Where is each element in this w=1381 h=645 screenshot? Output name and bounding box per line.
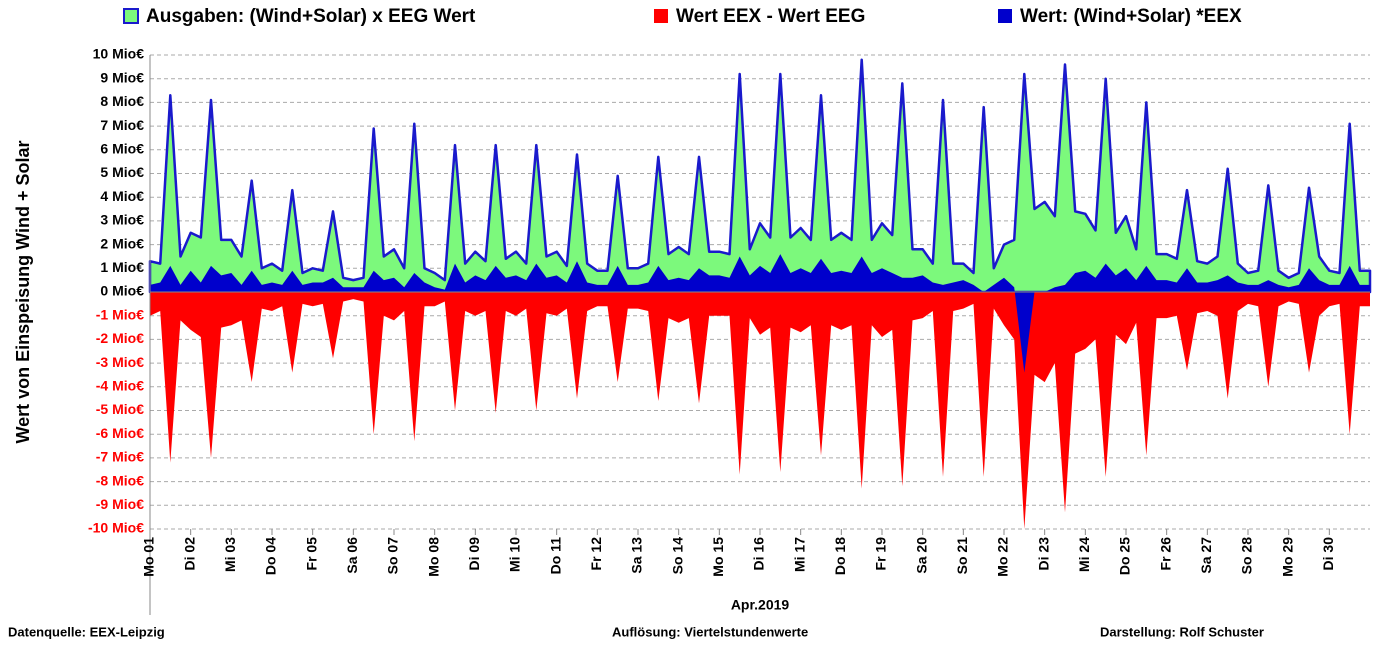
footer-author: Darstellung: Rolf Schuster — [1100, 624, 1264, 639]
x-tick-label: Sa 20 — [913, 537, 929, 574]
x-tick-label: Do 11 — [547, 537, 563, 575]
x-tick-label: So 07 — [385, 537, 401, 575]
legend-swatch — [654, 9, 668, 23]
x-tick-label: Mo 29 — [1279, 537, 1295, 577]
x-tick-label: Di 02 — [181, 537, 197, 571]
x-tick-label: Mo 08 — [425, 537, 441, 577]
y-tick-label: -10 Mio€ — [88, 520, 144, 536]
x-tick-label: Mi 10 — [507, 537, 523, 572]
y-tick-label: 2 Mio€ — [100, 235, 144, 251]
area-0 — [148, 58, 1372, 294]
y-tick-label: -6 Mio€ — [96, 425, 144, 441]
x-tick-label: Do 25 — [1117, 537, 1133, 575]
x-tick-label: Fr 05 — [303, 537, 319, 571]
legend-label: Wert: (Wind+Solar) *EEX — [1020, 6, 1242, 27]
y-tick-label: 5 Mio€ — [100, 164, 144, 180]
x-tick-label: Di 23 — [1035, 537, 1051, 571]
x-tick-label: Mi 17 — [791, 537, 807, 572]
y-axis-label: Wert von Einspeisung Wind + Solar — [13, 140, 33, 443]
legend-label: Wert EEX - Wert EEG — [676, 6, 865, 27]
legend-swatch — [998, 9, 1012, 23]
x-tick-label: Di 09 — [466, 537, 482, 571]
x-tick-label: So 14 — [669, 537, 685, 575]
x-tick-label: Fr 19 — [873, 537, 889, 571]
y-tick-label: -3 Mio€ — [96, 354, 144, 370]
y-tick-label: -2 Mio€ — [96, 330, 144, 346]
y-tick-label: -9 Mio€ — [96, 496, 144, 512]
y-tick-label: 7 Mio€ — [100, 117, 144, 133]
y-tick-label: -4 Mio€ — [96, 378, 144, 394]
y-tick-label: -5 Mio€ — [96, 401, 144, 417]
y-tick-label: 9 Mio€ — [100, 69, 144, 85]
y-tick-label: -7 Mio€ — [96, 449, 144, 465]
area-2 — [150, 254, 1370, 373]
x-tick-label: Sa 06 — [344, 537, 360, 574]
x-tick-label: Di 30 — [1320, 537, 1336, 571]
y-tick-label: 10 Mio€ — [93, 46, 145, 62]
y-tick-label: 3 Mio€ — [100, 212, 144, 228]
y-tick-label: 1 Mio€ — [100, 259, 144, 275]
x-tick-label: Mo 15 — [710, 537, 726, 577]
y-tick-label: -1 Mio€ — [96, 306, 144, 322]
x-tick-label: Di 16 — [751, 537, 767, 571]
y-tick-label: 0 Mio€ — [100, 283, 144, 299]
x-tick-label: Do 04 — [263, 537, 279, 575]
y-tick-label: 8 Mio€ — [100, 93, 144, 109]
legend-label: Ausgaben: (Wind+Solar) x EEG Wert — [146, 6, 476, 27]
y-tick-label: 6 Mio€ — [100, 141, 144, 157]
x-tick-label: Fr 26 — [1157, 537, 1173, 571]
area-1 — [150, 292, 1370, 529]
x-tick-label: Mo 22 — [995, 537, 1011, 577]
footer-resolution: Auflösung: Viertelstundenwerte — [612, 624, 808, 639]
x-tick-label: Fr 12 — [588, 537, 604, 571]
x-tick-label: Sa 13 — [629, 537, 645, 574]
footer-source: Datenquelle: EEX-Leipzig — [8, 624, 165, 639]
x-tick-label: So 21 — [954, 537, 970, 575]
x-tick-label: Mi 24 — [1076, 537, 1092, 572]
x-tick-label: Mo 01 — [141, 537, 157, 577]
y-tick-label: 4 Mio€ — [100, 188, 144, 204]
legend-swatch — [123, 8, 139, 24]
x-tick-label: Sa 27 — [1198, 537, 1214, 574]
x-tick-label: So 28 — [1239, 537, 1255, 575]
x-tick-label: Do 18 — [832, 537, 848, 575]
x-axis-label: Apr.2019 — [731, 597, 790, 613]
y-tick-label: -8 Mio€ — [96, 472, 144, 488]
x-tick-label: Mi 03 — [222, 537, 238, 572]
